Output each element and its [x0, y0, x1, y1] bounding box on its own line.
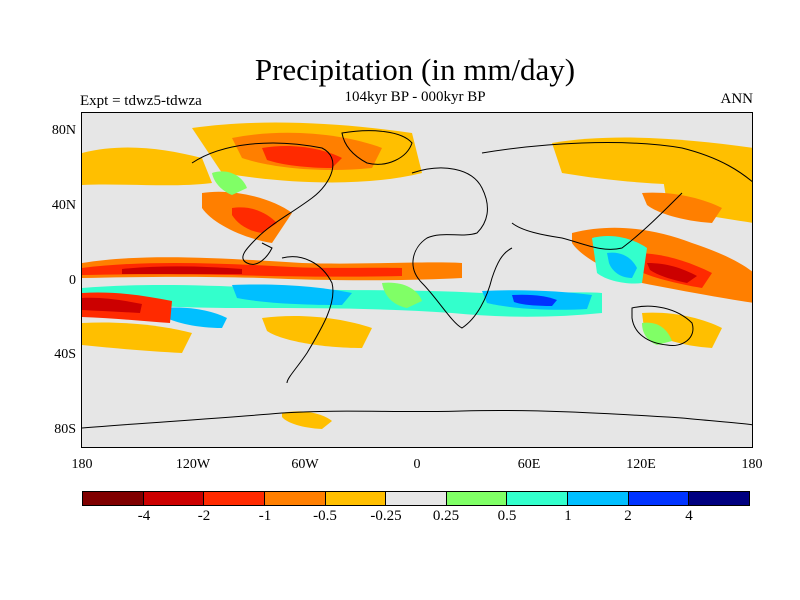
season-label: ANN [720, 91, 754, 107]
lat-tick-80n: 80N [51, 123, 76, 138]
colorbar-bin [689, 492, 750, 505]
colorbar-label: -0.25 [370, 508, 402, 524]
colorbar-bin [386, 492, 447, 505]
lat-tick-0: 0 [69, 273, 76, 288]
colorbar-label: 1 [564, 508, 572, 524]
colorbar-bin [264, 492, 326, 505]
colorbar-label: 0.5 [497, 508, 517, 524]
colorbar-bin [325, 492, 387, 505]
precip-anomaly-field [82, 113, 752, 447]
colorbar-label: -2 [197, 508, 211, 524]
colorbar-label: 2 [624, 508, 632, 524]
colorbar-bin [568, 492, 629, 505]
lon-tick-180w: 180 [71, 457, 93, 472]
colorbar-bin [446, 492, 508, 505]
lon-tick-60w: 60W [291, 457, 319, 472]
plot-subtitle: 104kyr BP - 000kyr BP [344, 89, 486, 105]
colorbar-bin [83, 492, 144, 505]
map-panel [81, 112, 753, 448]
lat-tick-80s: 80S [54, 422, 76, 437]
lon-tick-120w: 120W [175, 457, 211, 472]
colorbar-bin [204, 492, 265, 505]
colorbar-bin [628, 492, 690, 505]
colorbar-label: -4 [137, 508, 151, 524]
lat-tick-40s: 40S [54, 347, 76, 362]
lon-tick-60e: 60E [517, 457, 541, 472]
experiment-label: Expt = tdwz5-tdwza [80, 93, 202, 109]
lon-tick-120e: 120E [626, 457, 656, 472]
colorbar-label: 4 [685, 508, 693, 524]
plot-title: Precipitation (in mm/day) [254, 52, 576, 87]
lat-tick-40n: 40N [51, 198, 76, 213]
lon-tick-0: 0 [413, 457, 421, 472]
colorbar-label: -0.5 [313, 508, 337, 524]
colorbar-bin [143, 492, 205, 505]
colorbar [82, 491, 750, 506]
colorbar-label: -1 [258, 508, 272, 524]
coastlines [82, 130, 752, 429]
colorbar-label: 0.25 [432, 508, 460, 524]
lon-tick-180e: 180 [741, 457, 763, 472]
colorbar-bin [507, 492, 569, 505]
